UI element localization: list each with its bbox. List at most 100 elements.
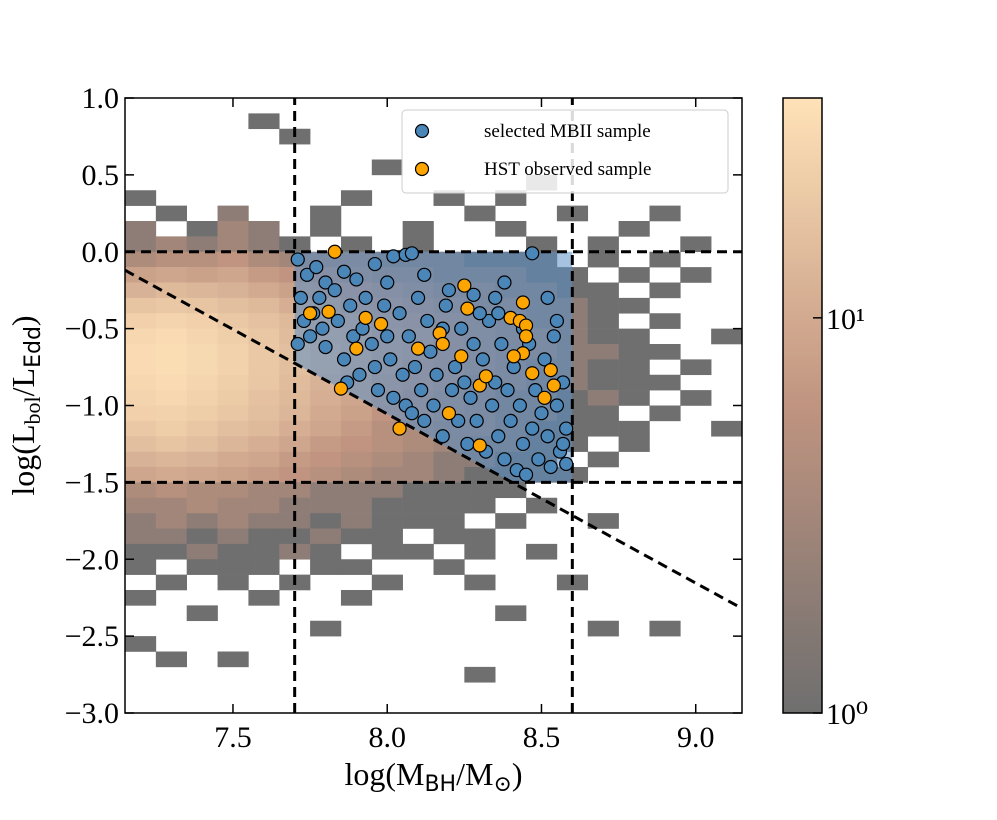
hist-cell [340, 451, 373, 468]
y-tick-label: 0.0 [82, 236, 120, 269]
hist-cell [340, 236, 373, 253]
scatter-point [426, 398, 441, 413]
scatter-point [358, 310, 373, 325]
hist-cell [155, 497, 187, 514]
hist-cell [587, 344, 619, 360]
scatter-point [518, 467, 534, 482]
scatter-point [318, 339, 333, 355]
hist-cell [248, 451, 280, 468]
scatter-point [454, 349, 469, 364]
hist-cell [155, 420, 187, 437]
hist-cell [248, 328, 280, 345]
hist-cell [495, 513, 527, 529]
hist-cell [371, 451, 403, 468]
scatter-point [290, 252, 305, 267]
hist-cell [587, 251, 619, 268]
scatter-point [559, 421, 574, 436]
hist-cell [279, 482, 311, 499]
hist-cell [340, 497, 373, 514]
legend-marker [414, 161, 430, 177]
scatter-point [417, 413, 432, 428]
scatter-point [373, 316, 389, 332]
hist-cell [279, 420, 311, 437]
hist-cell [155, 313, 187, 329]
hist-cell [340, 482, 373, 499]
scatter-point [466, 336, 481, 352]
hist-cell [587, 282, 619, 299]
colorbar-tick-label: 10¹ [826, 303, 865, 336]
scatter-point [549, 313, 565, 329]
hist-cell [433, 451, 465, 468]
scatter-point [336, 352, 352, 367]
scatter-point [540, 429, 555, 444]
scatter-point [525, 246, 540, 261]
hist-cell [310, 390, 342, 406]
hist-cell [279, 451, 311, 468]
hist-cell [217, 251, 249, 268]
scatter-point [367, 256, 382, 272]
legend-label: HST observed sample [484, 159, 651, 180]
hist-cell [248, 467, 280, 483]
scatter-point [349, 341, 364, 356]
hist-cell [186, 328, 218, 345]
hist-cell [279, 374, 311, 391]
hist-cell [618, 328, 650, 345]
hist-cell [217, 528, 249, 545]
scatter-point [312, 290, 327, 305]
scatter-point [543, 363, 558, 378]
hist-cell [125, 297, 157, 314]
hist-cell [217, 513, 249, 529]
hist-cell [125, 497, 157, 514]
hist-cell [125, 451, 157, 468]
scatter-point [420, 313, 435, 329]
scatter-point [441, 283, 457, 298]
hist-cell [340, 190, 373, 206]
hist-cell [217, 451, 249, 468]
y-tick-label: 0.5 [82, 159, 120, 192]
hist-cell [125, 636, 157, 652]
scatter-point [472, 438, 487, 453]
scatter-point [469, 413, 484, 428]
hist-cell [248, 420, 280, 437]
scatter-point [303, 329, 318, 344]
scatter-point [303, 306, 318, 321]
hist-cell [402, 497, 434, 514]
hist-cell [217, 543, 249, 560]
scatter-point [299, 267, 315, 282]
scatter-point [472, 306, 487, 321]
hist-cell [125, 543, 157, 560]
hist-cell [310, 420, 342, 437]
hist-cell [649, 282, 681, 299]
hist-cell [217, 236, 249, 253]
hist-cell [464, 205, 496, 222]
hist-cell [680, 390, 712, 406]
hist-cell [526, 543, 558, 560]
hist-cell [186, 267, 218, 283]
hist-cell [186, 236, 218, 253]
hist-cell [587, 513, 619, 529]
hist-cell [618, 267, 650, 283]
hist-cell [371, 528, 403, 545]
hist-cell [649, 344, 681, 360]
y-tick-label: −0.5 [65, 313, 119, 346]
hist-cell [402, 513, 434, 529]
scatter-point [503, 413, 518, 428]
scatter-point [466, 287, 481, 302]
scatter-point [528, 383, 543, 398]
hist-cell [155, 297, 187, 314]
scatter-point [491, 429, 506, 444]
scatter-point [475, 352, 490, 367]
hist-cell [155, 574, 187, 591]
colorbar-tick-label: 10⁰ [826, 698, 868, 731]
scatter-point [460, 436, 475, 452]
hist-cell [402, 221, 434, 237]
hist-cell [618, 297, 650, 314]
hist-cell [248, 590, 280, 606]
hist-cell [495, 190, 527, 206]
scatter-point [454, 321, 469, 336]
hist-cell [155, 651, 187, 668]
hist-cell [371, 574, 403, 591]
x-tick-label: 8.5 [523, 721, 561, 754]
hist-cell [125, 528, 157, 545]
hist-cell [248, 513, 280, 529]
